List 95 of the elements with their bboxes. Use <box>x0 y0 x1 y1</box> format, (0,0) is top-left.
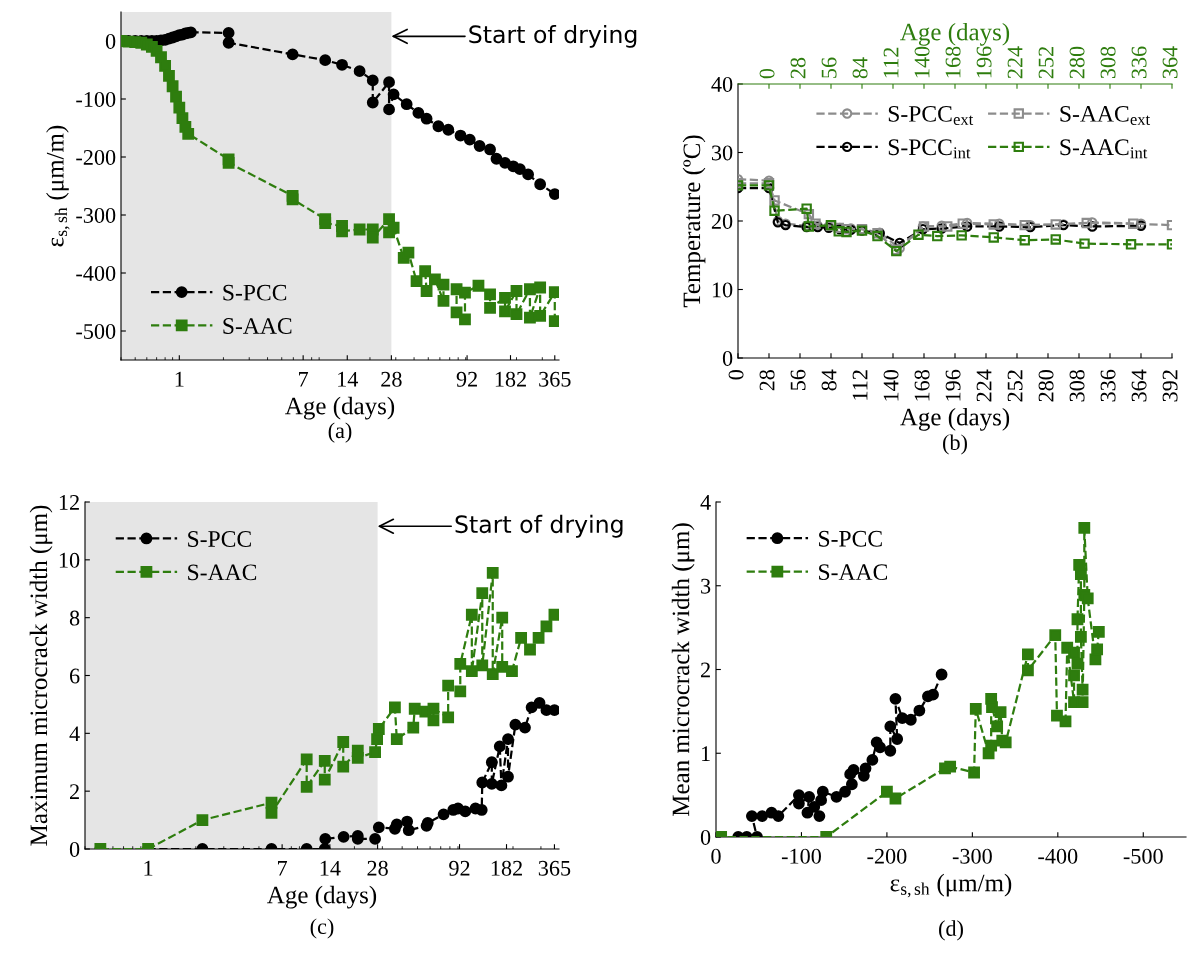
x2-tick-label: 28 <box>790 57 806 79</box>
x-tick-label: 168 <box>914 369 930 401</box>
x-tick-label: 92 <box>456 371 477 387</box>
y-tick-label: 3 <box>701 578 711 594</box>
x-tick-label: -200 <box>867 848 907 864</box>
text: (b) <box>943 434 967 455</box>
x-tick-label: 14 <box>338 371 359 387</box>
legend-label: S-AAC <box>223 318 292 334</box>
y-tick-label: 40 <box>711 76 733 92</box>
legend-label: S-PCC <box>188 531 251 547</box>
x-tick-label: 92 <box>449 860 470 876</box>
y-tick-label: 8 <box>69 610 80 626</box>
y-tick-label: 6 <box>69 668 80 684</box>
y-tick-label: -200 <box>76 149 116 165</box>
x-tick-label: 140 <box>883 369 899 401</box>
x-tick-label: 365 <box>538 860 571 876</box>
legend-label: S-AAC$_{ext}$ <box>1060 105 1151 126</box>
y-tick-label: 10 <box>712 282 733 298</box>
y-tick-label: 0 <box>700 829 711 845</box>
x-tick-label: 392 <box>1162 370 1178 402</box>
x-tick-label: 252 <box>1007 370 1023 402</box>
x-tick-label: 28 <box>759 369 775 391</box>
x2-tick-label: 140 <box>914 46 930 78</box>
x-tick-label: 308 <box>1069 369 1085 402</box>
x-tick-label: 280 <box>1038 369 1054 402</box>
x-tick-label: 1 <box>175 371 184 387</box>
legend-label: S-AAC$_{int}$ <box>1060 139 1148 159</box>
legend-label: S-AAC <box>819 564 888 581</box>
x-tick-label: 28 <box>367 860 388 876</box>
x-tick-label: 224 <box>976 369 992 402</box>
legend-label: S-AAC <box>188 564 257 581</box>
y-tick-label: -100 <box>76 91 116 107</box>
x2-tick-label: 196 <box>976 46 992 78</box>
x-tick-label: -100 <box>781 848 821 864</box>
y-tick-label: 12 <box>59 494 79 510</box>
annotation: Start of drying <box>455 514 623 538</box>
annotation: Start of drying <box>469 24 637 48</box>
x2-tick-label: 168 <box>945 46 961 78</box>
y-tick-label: -400 <box>76 265 116 281</box>
y-tick-label: -300 <box>76 207 116 223</box>
x-tick-label: -400 <box>1038 848 1078 864</box>
x2-tick-label: 84 <box>852 57 868 79</box>
y-tick-label: 0 <box>722 350 733 366</box>
y-axis-title: Mean microcrack width (μm) <box>671 523 695 817</box>
text: (d) <box>939 920 963 941</box>
x-tick-label: 336 <box>1100 369 1116 402</box>
x-tick-label: 0 <box>728 369 744 380</box>
y-tick-label: 20 <box>711 213 733 229</box>
y-axis-title: ε$_{s,sh}$ (μm/m) <box>46 125 70 247</box>
text: (a) <box>328 422 352 443</box>
x-tick-label: 1 <box>144 860 153 876</box>
y-tick-label: 0 <box>105 33 116 49</box>
y-tick-label: 2 <box>70 784 79 799</box>
x-tick-label: 84 <box>821 369 837 391</box>
legend-label: S-PCC$_{int}$ <box>888 139 971 159</box>
y-tick-label: 2 <box>701 662 710 678</box>
x-axis-title: Age (days) <box>267 885 377 909</box>
x-tick-label: -300 <box>952 848 992 864</box>
x-tick-label: 364 <box>1131 369 1147 402</box>
legend-label: S-PCC <box>819 530 882 547</box>
y-tick-label: 4 <box>69 726 80 742</box>
x-tick-label: 365 <box>539 371 571 387</box>
text: (c) <box>310 918 334 939</box>
legend-label: S-PCC <box>223 284 287 301</box>
x-tick-label: 28 <box>381 371 402 387</box>
x2-tick-label: 280 <box>1069 46 1085 79</box>
x-tick-label: 7 <box>278 860 288 876</box>
y-tick-label: 30 <box>711 145 733 161</box>
x2-tick-label: 0 <box>759 68 775 79</box>
x-tick-label: 196 <box>945 369 961 401</box>
x2-tick-label: 336 <box>1131 46 1147 79</box>
x-tick-label: 182 <box>495 371 526 387</box>
y-tick-label: -500 <box>76 323 116 339</box>
x-axis-title: Age (days) <box>900 408 1010 431</box>
y-axis-title: Temperature (ºC) <box>682 135 706 308</box>
y-tick-label: 4 <box>700 495 711 510</box>
x2-tick-label: 308 <box>1100 46 1116 79</box>
x-tick-label: 112 <box>852 370 868 400</box>
x-tick-label: -500 <box>1123 848 1163 864</box>
x-axis-title: ε$_{s,sh}$ (μm/m) <box>890 873 1012 898</box>
y-tick-label: 10 <box>59 552 80 568</box>
x2-tick-label: 224 <box>1007 46 1023 79</box>
legend-label: S-PCC$_{ext}$ <box>888 105 974 126</box>
x2-tick-label: 252 <box>1038 47 1054 79</box>
y-tick-label: 1 <box>701 746 710 761</box>
x-tick-label: 7 <box>299 371 309 387</box>
x2-tick-label: 112 <box>883 47 899 78</box>
y-axis-title: Maximum microcrack width (μm) <box>29 505 53 846</box>
x-axis-title: Age (days) <box>285 396 395 420</box>
x-tick-label: 14 <box>320 860 341 876</box>
x2-tick-label: 56 <box>821 57 837 78</box>
x-tick-label: 56 <box>790 369 806 391</box>
x2-axis-title: Age (days) <box>900 22 1010 46</box>
x-tick-label: 182 <box>491 860 522 876</box>
x2-tick-label: 364 <box>1162 46 1178 79</box>
